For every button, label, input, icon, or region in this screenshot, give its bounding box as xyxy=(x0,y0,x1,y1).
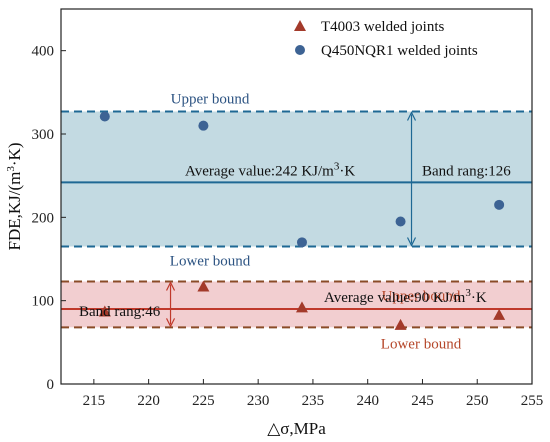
average-label-t4003-tail: ·K xyxy=(471,290,487,306)
x-tick-label: 225 xyxy=(192,393,215,409)
y-axis-label-tail: ·K) xyxy=(5,143,24,167)
legend-marker-t4003 xyxy=(294,20,306,31)
y-axis-label-main: FDE,KJ/(m xyxy=(5,172,24,251)
data-point-q450nqr1 xyxy=(198,121,208,131)
y-tick-label: 0 xyxy=(47,377,55,393)
data-point-q450nqr1 xyxy=(396,217,406,227)
data-point-q450nqr1 xyxy=(100,112,110,122)
average-label-t4003-main: Average value:90 KJ/m xyxy=(324,290,466,306)
lower-bound-label-q450: Lower bound xyxy=(170,254,251,270)
x-tick-label: 215 xyxy=(83,393,106,409)
band-range-label-t4003: Band rang:46 xyxy=(79,304,161,320)
data-point-q450nqr1 xyxy=(494,200,504,210)
y-tick-label: 100 xyxy=(32,294,55,310)
average-label-q450-main: Average value:242 KJ/m xyxy=(185,163,334,179)
band-range-label-q450: Band rang:126 xyxy=(422,163,511,179)
y-tick-label: 300 xyxy=(32,127,55,143)
x-tick-label: 235 xyxy=(302,393,325,409)
legend-marker-q450nqr1 xyxy=(295,45,305,55)
x-axis-label: △σ,MPa xyxy=(267,419,326,438)
lower-bound-label-t4003: Lower bound xyxy=(381,336,462,352)
upper-bound-label-q450: Upper bound xyxy=(171,92,250,108)
legend-label-t4003: T4003 welded joints xyxy=(321,19,444,35)
x-tick-label: 220 xyxy=(137,393,160,409)
legend-label-q450nqr1: Q450NQR1 welded joints xyxy=(321,43,478,59)
x-tick-label: 255 xyxy=(521,393,544,409)
average-label-q450: Average value:242 KJ/m3·K xyxy=(185,160,355,179)
average-label-t4003: Average value:90 KJ/m3·K xyxy=(324,287,487,306)
x-tick-label: 230 xyxy=(247,393,270,409)
x-tick-label: 250 xyxy=(466,393,489,409)
y-tick-label: 200 xyxy=(32,210,55,226)
average-label-q450-tail: ·K xyxy=(339,163,355,179)
y-axis-label: FDE,KJ/(m3·K) xyxy=(5,143,24,251)
x-tick-label: 240 xyxy=(356,393,379,409)
data-point-q450nqr1 xyxy=(297,237,307,247)
legend: T4003 welded joints Q450NQR1 welded joint… xyxy=(294,19,478,59)
y-tick-label: 400 xyxy=(32,44,55,60)
x-tick-label: 245 xyxy=(411,393,434,409)
